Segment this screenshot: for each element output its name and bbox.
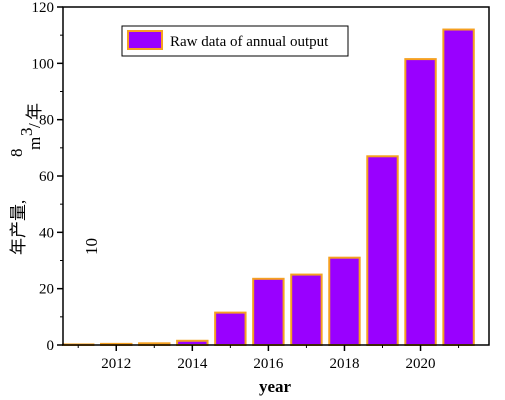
bar xyxy=(442,28,475,347)
bar xyxy=(252,277,285,346)
x-tick-label: 2012 xyxy=(101,356,131,372)
bar xyxy=(404,58,437,346)
bar xyxy=(366,155,399,346)
x-tick-label: 2016 xyxy=(253,356,284,372)
y-axis-title-main: 年产量, xyxy=(9,200,28,255)
y-tick-label: 20 xyxy=(39,282,54,298)
y-tick-label: 120 xyxy=(32,0,55,16)
legend: Raw data of annual output xyxy=(121,25,349,57)
legend-label: Raw data of annual output xyxy=(170,34,329,50)
y-axis-title-exponent: 10 xyxy=(82,238,101,255)
bar xyxy=(328,256,361,346)
plot-area: 0 20 40 60 80 100 120 2012 2014 2016 2018 2020 xyxy=(32,0,490,372)
x-axis-title: year xyxy=(259,377,292,396)
y-axis-title-per-year: 年 xyxy=(25,103,44,120)
y-axis-title-per: / xyxy=(25,123,44,128)
x-tick-label: 2014 xyxy=(177,356,208,372)
y-axis-title-unit-sup: 3 xyxy=(17,128,36,137)
bar xyxy=(214,311,247,347)
y-tick-label: 40 xyxy=(39,225,54,241)
y-tick-label: 0 xyxy=(47,338,55,354)
x-tick-label: 2018 xyxy=(329,356,359,372)
bar xyxy=(290,273,323,347)
y-tick-label: 100 xyxy=(32,56,55,72)
legend-swatch xyxy=(127,30,163,50)
y-axis-title-unit: m xyxy=(25,137,44,150)
y-axis-title-superscript: 8 xyxy=(7,149,26,158)
x-tick-label: 2020 xyxy=(406,356,436,372)
y-tick-label: 60 xyxy=(39,169,54,185)
y-axis-title: 年产量, 10 8 m 3 / 年 xyxy=(7,103,101,255)
y-tick-label: 80 xyxy=(39,113,54,129)
